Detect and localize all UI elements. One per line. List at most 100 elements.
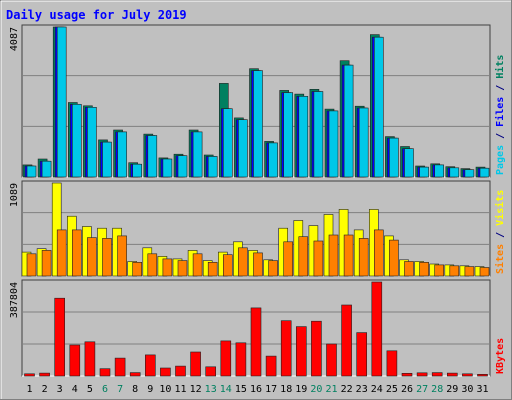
bar-top-series2-day28 (434, 164, 445, 178)
bar-middle-series1-day7 (117, 235, 127, 277)
bar-middle-series1-day17 (268, 260, 278, 277)
x-tick-label: 5 (87, 384, 93, 395)
y-axis-max-label: 4087 (9, 27, 20, 51)
bar-bottom-series0-day4 (69, 344, 81, 377)
x-tick-label: 31 (476, 384, 488, 395)
x-tick-label: 29 (446, 384, 458, 395)
bar-middle-series1-day21 (328, 234, 339, 277)
bar-bottom-series0-day12 (190, 351, 201, 377)
bar-top-series2-day19 (298, 96, 309, 178)
bar-bottom-series0-day14 (220, 340, 232, 377)
bar-top-series2-day20 (313, 91, 324, 178)
bar-top-series2-day27 (419, 166, 429, 178)
bar-top-series2-day11 (177, 155, 188, 178)
x-tick-label: 16 (250, 384, 262, 395)
bar-bottom-series0-day6 (99, 368, 111, 377)
bar-top-series2-day31 (479, 167, 490, 178)
x-tick-label: 2 (42, 384, 48, 395)
bar-middle-series1-day23 (358, 238, 369, 277)
bar-middle-series1-day31 (479, 267, 490, 277)
bar-bottom-series0-day8 (129, 372, 141, 377)
y-axis-max-label: 1089 (9, 183, 20, 207)
bar-top-series2-day14 (223, 108, 233, 178)
x-tick-label: 7 (117, 384, 123, 395)
chart-title: Daily usage for July 2019 (6, 8, 187, 22)
bar-middle-series1-day2 (41, 250, 52, 277)
bar-top-series2-day21 (328, 110, 339, 178)
bar-bottom-series0-day2 (39, 372, 50, 377)
x-tick-label: 22 (341, 384, 353, 395)
bar-top-series2-day2 (41, 160, 52, 178)
bar-middle-series1-day19 (298, 236, 309, 277)
x-tick-label: 25 (386, 384, 398, 395)
bar-bottom-series0-day31 (477, 373, 488, 377)
bar-middle-series1-day5 (87, 237, 97, 277)
bar-top-series2-day9 (147, 135, 158, 178)
bar-bottom-series0-day29 (446, 372, 458, 377)
legend-entry: Sites (494, 244, 506, 274)
bar-middle-series1-day26 (404, 261, 414, 277)
bar-top-series2-day30 (464, 169, 475, 178)
bar-bottom-series0-day24 (371, 281, 383, 377)
x-axis: 1 2 3 4 5 6 7 8 9 10 11 12 13 14 15 16 17 18 19 20 21 22 23 24 2… (26, 384, 488, 395)
x-tick-label: 15 (235, 384, 247, 395)
bar-bottom-series0-day25 (386, 350, 398, 377)
bar-middle-series1-day8 (132, 261, 142, 277)
bar-top-series2-day4 (72, 104, 82, 178)
x-tick-label: 18 (280, 384, 292, 395)
x-tick-label: 3 (57, 384, 63, 395)
x-tick-label: 10 (159, 384, 171, 395)
bar-middle-series1-day15 (238, 247, 248, 277)
x-tick-label: 24 (371, 384, 383, 395)
x-tick-label: 8 (132, 384, 138, 395)
bar-bottom-series0-day21 (326, 343, 337, 377)
bar-top-series2-day23 (358, 107, 369, 178)
x-tick-label: 23 (356, 384, 368, 395)
x-tick-label: 6 (102, 384, 108, 395)
bar-middle-series1-day12 (192, 253, 203, 277)
bar-bottom-series0-day19 (295, 326, 307, 377)
bar-middle-series1-day22 (343, 234, 354, 277)
bar-bottom-series0-day13 (205, 366, 216, 377)
bar-top-series2-day29 (449, 167, 460, 178)
x-tick-label: 30 (461, 384, 473, 395)
legend-entry: Files (494, 97, 506, 127)
bar-middle-series1-day1 (26, 253, 37, 277)
chart-panels: 4087 Pages / Files / Hits 1089 Sites / Visi… (9, 24, 506, 377)
bar-bottom-series0-day9 (145, 354, 156, 377)
bar-bottom-series0-day26 (401, 372, 413, 377)
legend-entry: / (495, 127, 506, 145)
bar-middle-series1-day10 (162, 258, 173, 277)
bar-bottom-series0-day15 (235, 342, 247, 377)
bar-top-series2-day3 (56, 26, 67, 178)
bar-top-series2-day5 (87, 107, 97, 178)
x-tick-label: 17 (265, 384, 277, 395)
bar-top-series2-day22 (343, 64, 354, 178)
bar-middle-series1-day24 (373, 229, 384, 277)
x-tick-label: 9 (147, 384, 153, 395)
bar-top-series2-day1 (26, 165, 37, 178)
bar-top-series2-day10 (162, 158, 173, 178)
bar-bottom-series0-day1 (24, 373, 35, 377)
bar-middle-series1-day28 (434, 264, 445, 277)
bar-middle-series1-day18 (283, 241, 294, 277)
panel-legend-label: KBytes (495, 338, 506, 374)
panel-top: 4087 Pages / Files / Hits (9, 24, 506, 178)
bar-top-series2-day26 (404, 148, 414, 178)
bar-bottom-series0-day10 (160, 367, 171, 377)
bar-middle-series1-day29 (449, 265, 460, 277)
bar-middle-series1-day27 (419, 261, 429, 277)
x-tick-label: 11 (174, 384, 186, 395)
bar-top-series2-day15 (238, 119, 248, 178)
legend-entry: / (495, 79, 506, 97)
x-tick-label: 20 (310, 384, 322, 395)
x-tick-label: 12 (190, 384, 202, 395)
bar-middle-series0-day3 (51, 182, 62, 277)
bar-bottom-series0-day18 (280, 320, 292, 377)
bar-bottom-series0-day27 (416, 372, 428, 377)
x-tick-label: 13 (205, 384, 217, 395)
x-tick-label: 27 (416, 384, 428, 395)
bar-top-series2-day16 (253, 70, 263, 178)
bar-bottom-series0-day16 (250, 307, 262, 377)
